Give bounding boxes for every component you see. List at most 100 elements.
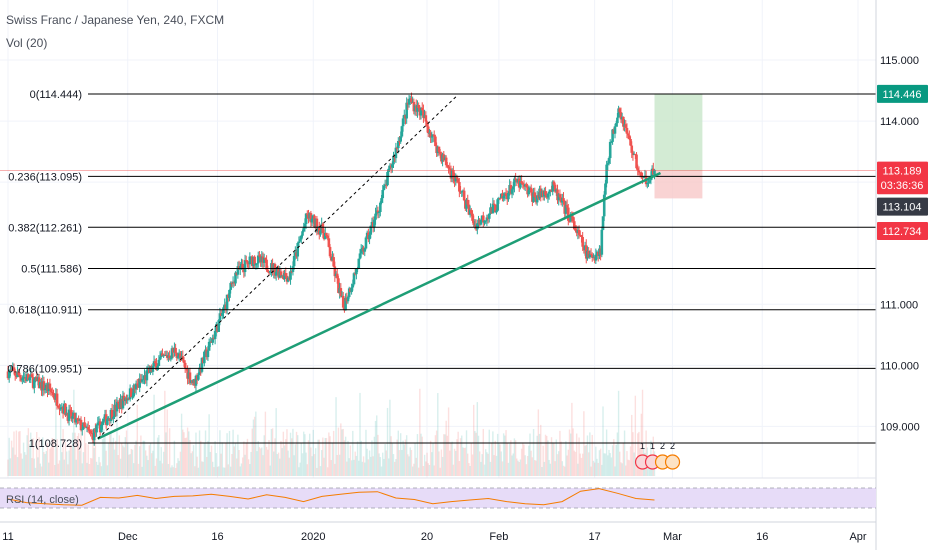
candle-body[interactable] (181, 356, 185, 361)
candle-body[interactable] (79, 419, 83, 431)
candle-body[interactable] (265, 259, 268, 270)
candle-body[interactable] (266, 269, 270, 273)
candle-body[interactable] (352, 273, 356, 285)
candle-body[interactable] (619, 112, 623, 120)
candle-body[interactable] (481, 215, 485, 223)
candle-body[interactable] (289, 271, 292, 280)
candle-body[interactable] (472, 220, 476, 225)
candle-body[interactable] (169, 358, 173, 360)
candle-body[interactable] (369, 225, 373, 235)
candle-body[interactable] (344, 297, 347, 311)
candle-body[interactable] (126, 398, 130, 401)
candle-body[interactable] (77, 418, 80, 421)
candle-body[interactable] (229, 282, 232, 290)
candle-body[interactable] (396, 140, 400, 149)
candle-body[interactable] (535, 195, 539, 203)
candle-body[interactable] (419, 107, 423, 116)
candle-body[interactable] (557, 194, 561, 201)
candle-body[interactable] (395, 147, 399, 149)
candle-body[interactable] (456, 178, 460, 183)
candle-body[interactable] (228, 289, 231, 298)
candle-body[interactable] (303, 223, 307, 228)
candle-body[interactable] (484, 220, 487, 222)
candle-body[interactable] (510, 189, 514, 194)
candle-body[interactable] (131, 396, 134, 398)
candle-body[interactable] (514, 178, 517, 180)
candle-body[interactable] (648, 180, 652, 183)
candle-body[interactable] (493, 204, 497, 213)
candle-body[interactable] (350, 287, 353, 293)
candle-body[interactable] (496, 199, 499, 211)
candle-body[interactable] (532, 192, 535, 202)
candle-body[interactable] (567, 207, 570, 221)
candle-body[interactable] (432, 134, 436, 137)
price-badge[interactable] (877, 161, 928, 180)
candle-body[interactable] (279, 271, 283, 276)
candle-body[interactable] (161, 353, 164, 357)
candle-body[interactable] (452, 169, 455, 179)
candle-body[interactable] (422, 110, 425, 118)
candle-body[interactable] (504, 193, 508, 196)
candle-body[interactable] (602, 194, 606, 217)
candle-body[interactable] (551, 181, 555, 192)
candle-body[interactable] (569, 216, 572, 222)
candle-body[interactable] (310, 218, 314, 223)
candle-body[interactable] (376, 210, 380, 213)
trendline[interactable] (97, 171, 662, 440)
candle-body[interactable] (558, 194, 562, 198)
candle-body[interactable] (479, 219, 483, 225)
candle-body[interactable] (73, 412, 77, 423)
candle-body[interactable] (234, 272, 237, 284)
candle-body[interactable] (471, 213, 474, 221)
candle-body[interactable] (377, 212, 381, 214)
candle-body[interactable] (495, 210, 498, 213)
candle-body[interactable] (416, 104, 419, 112)
candle-body[interactable] (255, 263, 259, 265)
candle-body[interactable] (400, 126, 404, 137)
candle-body[interactable] (18, 374, 22, 378)
candle-body[interactable] (374, 213, 377, 220)
candle-body[interactable] (610, 141, 613, 143)
candle-body[interactable] (207, 341, 211, 351)
candle-body[interactable] (426, 126, 430, 134)
candle-body[interactable] (273, 264, 277, 276)
candle-body[interactable] (13, 370, 17, 376)
candle-body[interactable] (80, 429, 84, 431)
candle-body[interactable] (565, 205, 569, 208)
candle-body[interactable] (213, 330, 217, 340)
candle-body[interactable] (56, 405, 60, 408)
candle-body[interactable] (222, 307, 225, 314)
candle-body[interactable] (319, 230, 322, 235)
candle-body[interactable] (347, 288, 351, 298)
candle-body[interactable] (507, 192, 510, 200)
candle-body[interactable] (381, 189, 385, 199)
candle-body[interactable] (434, 136, 437, 147)
candle-body[interactable] (86, 427, 90, 430)
candle-body[interactable] (607, 158, 611, 164)
candle-body[interactable] (102, 419, 106, 422)
candle-body[interactable] (211, 337, 215, 343)
candle-body[interactable] (502, 196, 505, 199)
price-badge[interactable] (877, 222, 928, 241)
candle-body[interactable] (611, 129, 614, 142)
candle-body[interactable] (136, 383, 139, 385)
rsi-line[interactable] (7, 488, 655, 506)
candle-body[interactable] (407, 99, 411, 105)
candle-body[interactable] (153, 361, 157, 364)
candle-body[interactable] (326, 235, 329, 239)
candle-body[interactable] (430, 136, 434, 138)
candle-body[interactable] (626, 133, 630, 136)
candle-body[interactable] (306, 213, 309, 215)
candle-body[interactable] (546, 193, 550, 198)
candle-body[interactable] (594, 254, 598, 261)
price-badge[interactable] (877, 84, 928, 103)
candle-body[interactable] (483, 220, 486, 223)
channel-line[interactable] (97, 95, 458, 439)
candle-body[interactable] (110, 409, 114, 419)
candle-body[interactable] (637, 170, 641, 173)
candle-body[interactable] (589, 253, 593, 255)
candle-body[interactable] (27, 374, 30, 381)
candle-body[interactable] (88, 429, 91, 431)
candle-body[interactable] (244, 260, 248, 262)
candle-body[interactable] (145, 370, 149, 381)
